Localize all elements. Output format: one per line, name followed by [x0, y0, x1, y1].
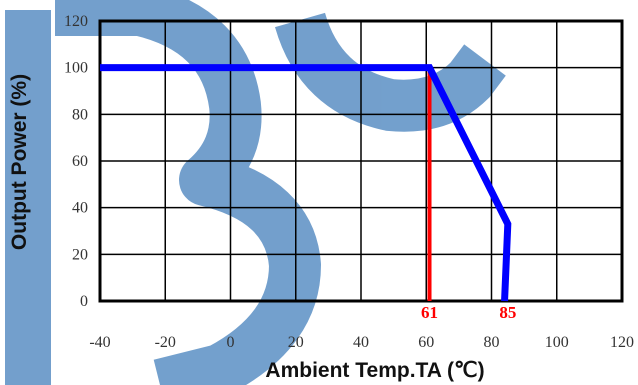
grid-lines: [99, 20, 623, 302]
x-tick-label: 60: [418, 334, 434, 351]
x-tick-label: 120: [610, 334, 634, 351]
derating-curve: [100, 64, 512, 302]
x-tick-label: 20: [288, 334, 304, 351]
watermark-logo: [5, 0, 506, 385]
marker-label: 61: [421, 303, 438, 322]
x-tick-label: 0: [227, 334, 235, 351]
x-tick-labels: -40 -20 0 20 40 60 80 100 120: [89, 334, 634, 351]
y-tick-label: 120: [64, 13, 88, 30]
plot-border: [98, 19, 624, 303]
y-tick-label: 100: [64, 60, 88, 77]
x-tick-label: 40: [353, 334, 369, 351]
y-tick-label: 40: [72, 200, 88, 217]
series-group: [99, 64, 512, 302]
y-tick-label: 60: [72, 153, 88, 170]
y-tick-labels: 0 20 40 60 80 100 120: [64, 13, 88, 310]
y-tick-label: 0: [80, 293, 88, 310]
x-tick-label: 100: [545, 334, 569, 351]
y-tick-label: 80: [72, 106, 88, 123]
y-axis-title: Output Power (%): [8, 74, 31, 250]
x-axis-title: Ambient Temp.TA (℃): [265, 359, 484, 382]
x-tick-label: 80: [484, 334, 500, 351]
x-tick-label: -40: [89, 334, 110, 351]
x-tick-label: -20: [155, 334, 176, 351]
marker-labels: 61 85: [421, 303, 516, 322]
marker-label: 85: [499, 303, 516, 322]
y-tick-label: 20: [72, 246, 88, 263]
